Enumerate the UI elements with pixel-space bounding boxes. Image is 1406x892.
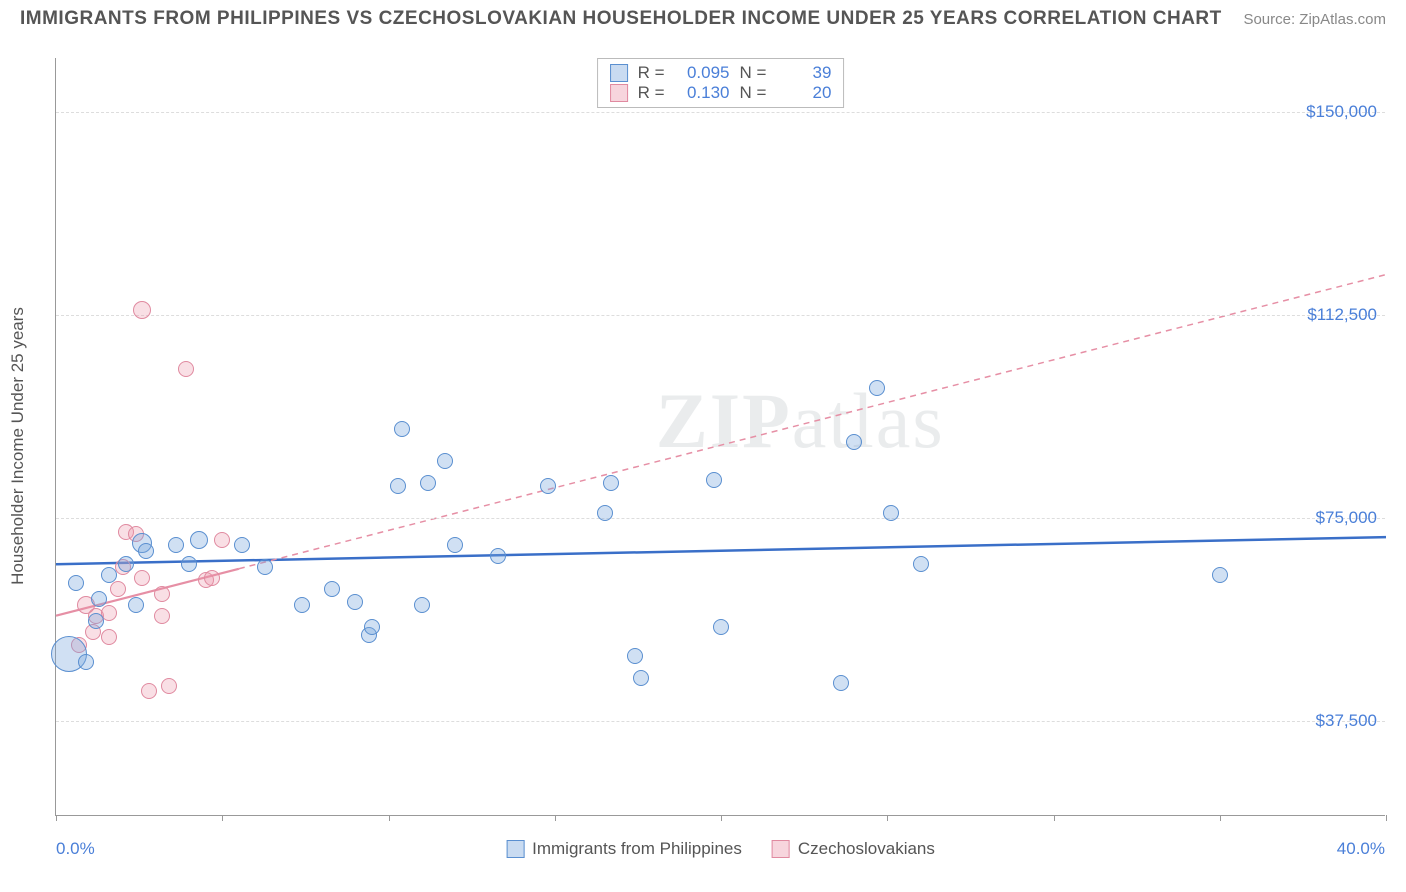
y-axis-title: Householder Income Under 25 years: [8, 307, 28, 585]
data-point-blue: [913, 556, 929, 572]
data-point-blue: [420, 475, 436, 491]
x-tick: [222, 815, 223, 821]
data-point-blue: [833, 675, 849, 691]
data-point-pink: [161, 678, 177, 694]
y-tick-label: $112,500: [1307, 305, 1377, 325]
x-axis-max-label: 40.0%: [1337, 839, 1385, 859]
data-point-blue: [294, 597, 310, 613]
data-point-blue: [347, 594, 363, 610]
swatch-pink-icon: [772, 840, 790, 858]
data-point-blue: [138, 543, 154, 559]
y-tick-label: $150,000: [1306, 102, 1377, 122]
legend-label: Czechoslovakians: [798, 839, 935, 859]
data-point-blue: [490, 548, 506, 564]
data-point-pink: [154, 586, 170, 602]
gridline: [56, 112, 1385, 113]
data-point-blue: [394, 421, 410, 437]
x-tick: [887, 815, 888, 821]
data-point-pink: [204, 570, 220, 586]
swatch-blue-icon: [506, 840, 524, 858]
data-point-blue: [713, 619, 729, 635]
data-point-blue: [447, 537, 463, 553]
trend-lines-layer: [56, 58, 1386, 816]
data-point-blue: [101, 567, 117, 583]
x-tick: [1054, 815, 1055, 821]
data-point-blue: [181, 556, 197, 572]
data-point-blue: [414, 597, 430, 613]
data-point-blue: [91, 591, 107, 607]
x-tick: [1386, 815, 1387, 821]
source-label: Source: ZipAtlas.com: [1243, 11, 1386, 28]
series-legend: Immigrants from Philippines Czechoslovak…: [506, 839, 935, 859]
data-point-blue: [190, 531, 208, 549]
scatter-chart: ZIPatlas R = 0.095 N = 39 R = 0.130 N = …: [55, 58, 1385, 816]
x-tick: [1220, 815, 1221, 821]
data-point-pink: [101, 629, 117, 645]
y-tick-label: $37,500: [1316, 711, 1377, 731]
data-point-blue: [364, 619, 380, 635]
data-point-pink: [154, 608, 170, 624]
gridline: [56, 315, 1385, 316]
data-point-blue: [1212, 567, 1228, 583]
data-point-blue: [633, 670, 649, 686]
data-point-pink: [133, 301, 151, 319]
data-point-blue: [68, 575, 84, 591]
legend-label: Immigrants from Philippines: [532, 839, 742, 859]
x-tick: [721, 815, 722, 821]
x-tick: [389, 815, 390, 821]
legend-item-czech: Czechoslovakians: [772, 839, 935, 859]
data-point-blue: [88, 613, 104, 629]
data-point-blue: [390, 478, 406, 494]
data-point-blue: [234, 537, 250, 553]
data-point-pink: [134, 570, 150, 586]
data-point-blue: [846, 434, 862, 450]
data-point-pink: [141, 683, 157, 699]
x-tick: [555, 815, 556, 821]
data-point-blue: [128, 597, 144, 613]
data-point-blue: [437, 453, 453, 469]
data-point-pink: [110, 581, 126, 597]
data-point-blue: [597, 505, 613, 521]
data-point-blue: [540, 478, 556, 494]
gridline: [56, 721, 1385, 722]
data-point-blue: [603, 475, 619, 491]
data-point-pink: [178, 361, 194, 377]
x-axis-min-label: 0.0%: [56, 839, 95, 859]
data-point-blue: [627, 648, 643, 664]
gridline: [56, 518, 1385, 519]
data-point-blue: [168, 537, 184, 553]
data-point-blue: [118, 556, 134, 572]
chart-title: IMMIGRANTS FROM PHILIPPINES VS CZECHOSLO…: [20, 8, 1222, 30]
data-point-blue: [869, 380, 885, 396]
y-tick-label: $75,000: [1316, 508, 1377, 528]
data-point-blue: [257, 559, 273, 575]
data-point-pink: [214, 532, 230, 548]
data-point-blue: [78, 654, 94, 670]
legend-item-philippines: Immigrants from Philippines: [506, 839, 742, 859]
data-point-blue: [883, 505, 899, 521]
data-point-blue: [706, 472, 722, 488]
x-tick: [56, 815, 57, 821]
data-point-blue: [324, 581, 340, 597]
